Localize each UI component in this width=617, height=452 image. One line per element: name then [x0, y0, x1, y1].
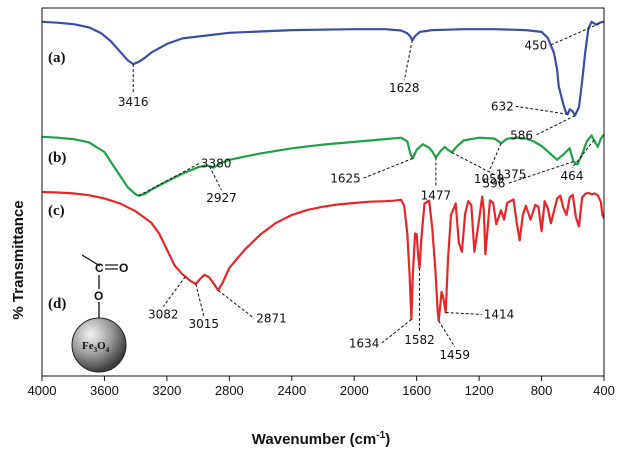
peak-leader-632 — [515, 105, 568, 115]
peak-leader-3082 — [162, 276, 186, 307]
spectrum-line-a — [41, 20, 605, 117]
peak-label-1582: 1582 — [404, 333, 435, 347]
peak-leader-1414 — [445, 312, 482, 315]
structure-inset: C O O Fe3O4 — [71, 254, 128, 373]
peak-leader-3015 — [195, 283, 205, 317]
peak-leader-1375 — [451, 151, 495, 175]
peak-leader-1059 — [488, 143, 502, 172]
peak-label-3015: 3015 — [189, 317, 220, 331]
carbonyl-oxygen-label: O — [119, 261, 128, 275]
methyl-bond — [81, 254, 101, 267]
peak-label-450: 450 — [524, 39, 547, 53]
spectra-group — [41, 20, 605, 322]
peak-leader-1625 — [362, 157, 413, 179]
spectrum-line-c — [41, 190, 605, 322]
peak-leader-596 — [507, 161, 574, 185]
x-tick-label-2000: 2000 — [340, 383, 369, 398]
peak-label-464: 464 — [561, 169, 584, 183]
peak-label-1414: 1414 — [484, 308, 515, 322]
x-tick-label-800: 800 — [531, 383, 553, 398]
peak-label-2927: 2927 — [206, 191, 237, 205]
peak-label-1628: 1628 — [389, 81, 420, 95]
peak-label-596: 596 — [482, 177, 505, 191]
axes-group: 4000 3600 3200 2800 2400 2000 1600 1200 800 400 — [28, 7, 615, 398]
annotation-leaders — [132, 23, 600, 348]
carbonyl-carbon-label: C — [95, 261, 104, 275]
x-tick-label-1600: 1600 — [402, 383, 431, 398]
x-axis-title: Wavenumber (cm-1) — [252, 430, 390, 448]
peak-label-1625: 1625 — [330, 171, 361, 185]
x-tick-label-2800: 2800 — [215, 383, 244, 398]
x-tick-label-1200: 1200 — [465, 383, 494, 398]
peak-label-1459: 1459 — [439, 348, 470, 362]
peak-leader-3380 — [138, 163, 200, 197]
plot-frame — [41, 7, 605, 377]
peak-leader-1628 — [403, 40, 413, 81]
peak-label-3380: 3380 — [201, 157, 232, 171]
peak-label-1634: 1634 — [349, 336, 380, 350]
peak-label-3082: 3082 — [148, 308, 179, 322]
ester-oxygen-label: O — [94, 289, 103, 303]
panel-label-d: (d) — [48, 296, 66, 312]
peak-leader-586 — [534, 115, 576, 137]
y-axis-title: % Transmittance — [10, 200, 27, 319]
peak-leader-450 — [549, 23, 600, 47]
x-tick-label-3600: 3600 — [90, 383, 119, 398]
peak-leader-1634 — [381, 319, 412, 344]
x-tick-label-4000: 4000 — [28, 383, 57, 398]
magnetite-sphere — [71, 317, 127, 373]
peak-label-1059: 1059 — [474, 172, 505, 186]
peak-leader-1459 — [438, 320, 456, 348]
panel-label-b: (b) — [48, 150, 66, 166]
peak-leader-2871 — [217, 290, 255, 319]
panel-label-c: (c) — [48, 203, 65, 219]
peak-label-632: 632 — [491, 99, 514, 113]
x-tick-label-3200: 3200 — [152, 383, 181, 398]
annotation-labels: 3416 1628 450 632 586 3380 2927 1625 1477 1375105… — [118, 39, 584, 362]
peak-label-1477: 1477 — [421, 189, 452, 203]
peak-leader-464 — [571, 139, 595, 169]
peak-label-2871: 2871 — [256, 311, 287, 325]
panel-label-a: (a) — [48, 50, 66, 66]
peak-label-3416: 3416 — [118, 95, 149, 109]
spectrum-line-b — [41, 133, 605, 197]
fe3o4-label: Fe3O4 — [82, 340, 110, 354]
peak-label-586: 586 — [510, 129, 533, 143]
x-tick-label-2400: 2400 — [277, 383, 306, 398]
x-tick-label-400: 400 — [593, 383, 615, 398]
peak-label-1375: 1375 — [496, 167, 527, 181]
peak-leader-2927 — [209, 165, 222, 191]
